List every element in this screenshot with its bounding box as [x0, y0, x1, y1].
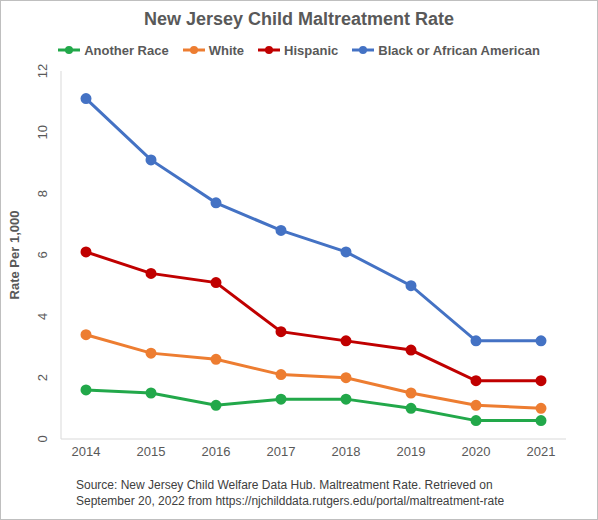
svg-text:12: 12 — [35, 64, 50, 78]
svg-text:2020: 2020 — [462, 444, 491, 459]
html-text:Hispanic: Hispanic — [284, 42, 339, 58]
svg-text:0: 0 — [35, 435, 50, 442]
svg-text:6: 6 — [35, 251, 50, 258]
svg-text:2016: 2016 — [202, 444, 231, 459]
svg-text:Rate Per 1,000: Rate Per 1,000 — [8, 211, 22, 300]
svg-text:2014: 2014 — [72, 444, 101, 459]
html-text:White: White — [208, 42, 245, 58]
svg-text:10: 10 — [35, 125, 50, 139]
svg-text:2: 2 — [35, 374, 50, 381]
svg-text:2015: 2015 — [137, 444, 166, 459]
svg-text:2017: 2017 — [267, 444, 296, 459]
svg-text:2018: 2018 — [332, 444, 361, 459]
svg-text:2019: 2019 — [397, 444, 426, 459]
html-text:Another Race: Another Race — [84, 42, 169, 58]
svg-text:2021: 2021 — [527, 444, 556, 459]
html-text:New Jersey Child Maltreatment: New Jersey Child Maltreatment Rate — [143, 9, 454, 29]
html-text:Source: New Jersey Child Welfa: Source: New Jersey Child Welfare Data Hu… — [76, 478, 505, 508]
svg-text:8: 8 — [35, 190, 50, 197]
svg-text:4: 4 — [35, 313, 50, 320]
html-text:Black or African American: Black or African American — [378, 42, 540, 58]
